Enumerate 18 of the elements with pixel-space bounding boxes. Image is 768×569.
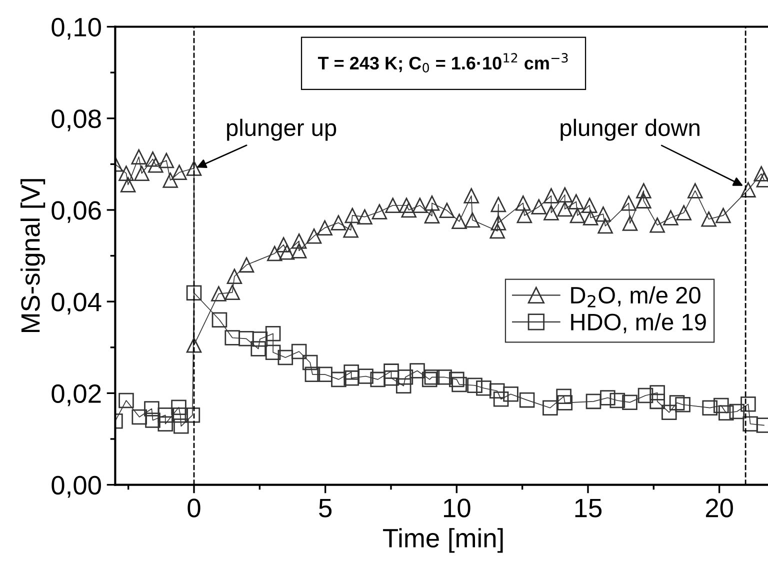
x-tick-label: 20 [706, 498, 733, 518]
legend-label: D$_{2}$O, m/e 20 [571, 286, 700, 308]
x-tick-label: 10 [444, 498, 470, 518]
x-tick-label: 5 [319, 498, 332, 518]
y-tick-label: 0,00 [52, 476, 101, 498]
x-axis-title: Time [min] [383, 528, 503, 553]
y-tick-label: 0,04 [52, 292, 102, 315]
annotation: plunger down [560, 118, 700, 141]
annotation: T = 243 K; C$_{0}$ = 1.6·10$^{12}$ cm$^{−3}$ [318, 53, 568, 72]
y-tick-label: 0,06 [52, 201, 101, 223]
x-tick-label: 15 [575, 498, 602, 518]
y-tick-label: 0,08 [52, 109, 101, 132]
x-tick-label: 0 [188, 498, 200, 518]
y-tick-label: 0,02 [52, 384, 101, 406]
y-tick-label: 0,10 [52, 18, 101, 40]
y-axis-title: MS-signal [V] [20, 179, 46, 332]
legend-label: HDO, m/e 19 [571, 313, 706, 334]
annotation: plunger up [227, 118, 336, 141]
